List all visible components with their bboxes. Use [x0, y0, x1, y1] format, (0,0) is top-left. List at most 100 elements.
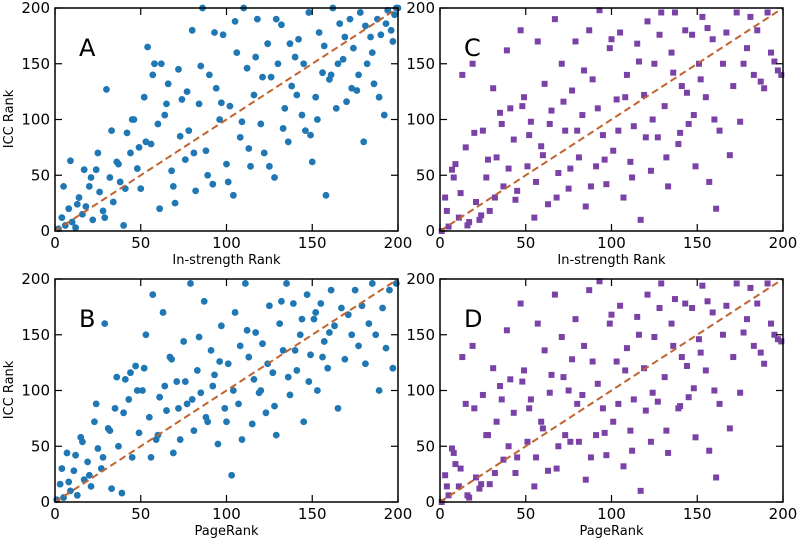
data-point-square — [505, 165, 512, 172]
data-point-circle — [161, 111, 169, 119]
data-point-circle — [92, 166, 100, 174]
data-point-circle — [216, 358, 224, 365]
data-point-circle — [368, 49, 376, 56]
data-point-square — [716, 400, 723, 407]
panel-d: 0 50 100 150 200 0 50 100 150 200 PageRank D — [406, 270, 797, 539]
data-point-square — [512, 470, 519, 477]
data-point-square — [457, 465, 464, 472]
data-point-circle — [284, 373, 292, 381]
data-point-circle — [163, 100, 170, 108]
data-point-square — [697, 349, 704, 356]
data-point-square — [683, 89, 690, 96]
data-point-circle — [128, 116, 136, 123]
data-point-circle — [195, 100, 203, 108]
y-tick-label: 0 — [40, 493, 50, 511]
data-point-square — [579, 391, 586, 398]
data-point-circle — [281, 104, 289, 112]
data-point-circle — [319, 353, 326, 361]
data-point-circle — [204, 171, 212, 179]
data-point-square — [601, 429, 608, 436]
data-point-circle — [115, 442, 122, 450]
data-point-square — [683, 362, 690, 369]
data-point-square — [704, 298, 711, 305]
x-axis-title: PageRank — [195, 524, 259, 539]
data-point-circle — [272, 15, 280, 23]
data-point-square — [593, 163, 600, 170]
data-point-circle — [133, 387, 141, 394]
data-point-circle — [235, 400, 242, 408]
x-axis-title: PageRank — [580, 524, 644, 539]
data-point-square — [771, 58, 778, 65]
data-point-circle — [169, 449, 177, 457]
data-point-circle — [334, 404, 342, 412]
data-point-circle — [216, 116, 224, 123]
data-point-square — [740, 329, 747, 336]
data-point-circle — [202, 413, 210, 421]
data-point-circle — [231, 309, 239, 316]
data-point-circle — [132, 362, 140, 370]
data-point-square — [697, 76, 704, 83]
data-point-square — [730, 354, 737, 361]
y-tick-label: 50 — [31, 166, 50, 184]
data-point-circle — [277, 297, 285, 305]
data-point-circle — [279, 346, 287, 354]
data-point-circle — [183, 400, 191, 408]
data-point-square — [498, 396, 505, 403]
data-point-square — [464, 492, 471, 499]
data-point-square — [445, 223, 452, 230]
data-point-square — [514, 187, 521, 194]
data-point-square — [613, 358, 620, 365]
data-point-square — [449, 445, 455, 452]
data-point-square — [695, 336, 702, 343]
data-point-square — [706, 178, 713, 185]
data-point-circle — [80, 166, 88, 174]
data-point-square — [665, 449, 672, 456]
y-tick-label: 100 — [406, 111, 435, 129]
data-point-circle — [365, 320, 373, 327]
data-point-square — [567, 165, 574, 172]
data-point-square — [498, 120, 505, 127]
data-point-circle — [65, 205, 73, 213]
data-point-square — [539, 425, 546, 432]
data-point-square — [519, 103, 526, 110]
data-point-circle — [145, 413, 153, 421]
data-point-square — [575, 438, 582, 445]
data-point-square — [658, 9, 665, 16]
data-point-circle — [133, 165, 141, 172]
data-point-circle — [224, 178, 232, 186]
x-tick-label: 50 — [131, 234, 150, 252]
data-point-square — [641, 91, 648, 98]
data-point-circle — [259, 73, 266, 81]
x-tick-label: 0 — [50, 234, 60, 252]
data-point-square — [491, 194, 498, 201]
data-point-square — [615, 127, 622, 134]
data-point-circle — [274, 60, 282, 68]
data-point-square — [551, 291, 558, 298]
data-point-circle — [183, 88, 191, 96]
data-point-circle — [338, 304, 345, 312]
data-point-circle — [91, 418, 98, 426]
data-point-circle — [151, 60, 158, 68]
data-point-circle — [65, 478, 73, 486]
data-point-square — [757, 349, 764, 356]
data-point-circle — [106, 174, 114, 181]
data-point-circle — [127, 149, 134, 157]
data-point-square — [634, 313, 641, 320]
data-point-square — [692, 434, 699, 441]
data-point-square — [649, 389, 656, 396]
data-point-circle — [89, 216, 97, 224]
data-point-square — [560, 374, 567, 381]
data-point-square — [548, 107, 555, 114]
data-point-square — [442, 472, 449, 479]
data-point-circle — [389, 364, 397, 372]
data-point-square — [457, 190, 464, 197]
data-point-square — [449, 166, 455, 173]
data-point-circle — [379, 304, 386, 312]
data-point-circle — [271, 174, 278, 181]
data-point-square — [750, 71, 757, 78]
data-point-circle — [144, 43, 152, 51]
data-point-square — [473, 199, 480, 206]
data-point-square — [551, 16, 558, 23]
data-point-square — [469, 342, 476, 349]
data-point-circle — [164, 80, 172, 88]
